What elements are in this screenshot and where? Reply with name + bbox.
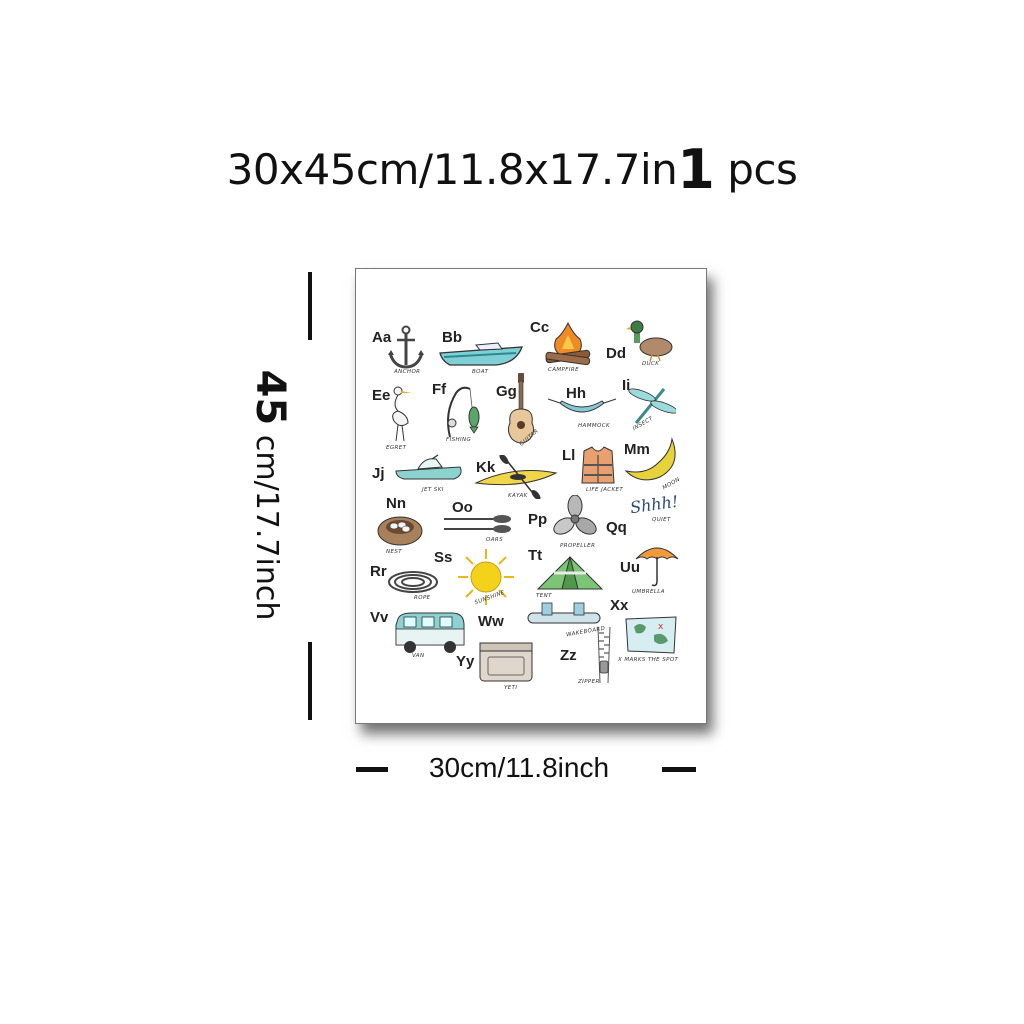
poster-letters: Ee — [372, 387, 391, 404]
moon-icon — [624, 437, 676, 481]
poster-letters: Ii — [622, 377, 631, 394]
width-marker-left — [356, 767, 388, 772]
poster-letters: Aa — [372, 329, 392, 346]
hammock-icon — [547, 398, 617, 413]
width-dimension-label: 30cm/11.8inch — [428, 752, 610, 783]
poster-word: LIFE JACKET — [586, 487, 624, 493]
poster-letters: Nn — [386, 495, 406, 512]
poster-letters: Hh — [566, 385, 586, 402]
duck-icon — [626, 320, 673, 361]
height-unit: cm/17.7inch — [249, 434, 284, 621]
poster-letters: Tt — [528, 547, 543, 564]
poster-word: JET SKI — [422, 487, 444, 493]
poster-letters: Cc — [530, 319, 550, 336]
poster-letters: Zz — [560, 647, 577, 664]
poster-word: EGRET — [386, 445, 407, 451]
poster-word: TENT — [536, 593, 552, 599]
poster-letters: Ww — [478, 613, 504, 630]
poster-word: OARS — [486, 537, 504, 543]
life-jacket-icon — [581, 446, 615, 484]
size-text: 30x45cm/11.8x17.7in — [226, 145, 678, 194]
alphabet-poster: Aa ANCHOR Bb BOAT Cc CAMPFIRE Dd DUCK Ee — [355, 268, 707, 724]
poster-word: YETI — [504, 685, 518, 691]
poster-word: X MARKS THE SPOT — [618, 657, 679, 663]
anchor-icon — [388, 325, 424, 369]
fishing-icon — [447, 386, 480, 438]
poster-letters: Pp — [528, 511, 548, 528]
poster-letters: Ll — [562, 447, 576, 464]
poster-word: VAN — [412, 653, 425, 659]
shhh-icon: Shhh! — [628, 491, 680, 518]
poster-word: ROPE — [414, 595, 431, 601]
poster-word: FISHING — [446, 437, 472, 443]
height-marker-bottom — [308, 642, 312, 720]
nest-icon — [377, 516, 423, 546]
poster-word: HAMMOCK — [578, 423, 610, 429]
svg-text:x: x — [658, 622, 664, 632]
height-number: 45 — [247, 369, 293, 426]
umbrella-icon — [635, 547, 679, 587]
product-size-title: 30x45cm/11.8x17.7in1 pcs — [0, 138, 1024, 201]
egret-icon — [392, 386, 412, 442]
sun-icon — [458, 549, 514, 605]
jet-ski-icon — [395, 454, 462, 480]
height-marker-top — [308, 272, 312, 340]
poster-letters: Gg — [496, 383, 517, 400]
poster-letters: Ss — [434, 549, 453, 566]
quantity-unit: pcs — [727, 145, 798, 194]
dragonfly-icon — [628, 388, 676, 424]
tent-icon — [536, 556, 604, 590]
poster-letters: Kk — [476, 459, 496, 476]
wakeboard-icon — [527, 602, 601, 624]
poster-letters: Vv — [370, 609, 389, 626]
poster-letters: Ff — [432, 381, 447, 398]
poster-word: BOAT — [472, 369, 489, 375]
poster-word: DUCK — [642, 361, 660, 367]
poster-word: KAYAK — [508, 493, 528, 499]
poster-word: ZIPPER — [578, 679, 600, 685]
poster-letters: Mm — [624, 441, 650, 458]
poster-letters: Xx — [610, 597, 629, 614]
cooler-icon — [479, 642, 533, 682]
poster-word: QUIET — [652, 517, 671, 523]
width-marker-right — [662, 767, 696, 772]
guitar-icon — [507, 373, 535, 444]
van-icon — [395, 612, 465, 653]
poster-letters: Qq — [606, 519, 627, 536]
poster-letters: Uu — [620, 559, 640, 576]
propeller-icon — [553, 495, 597, 535]
boat-icon — [439, 342, 523, 366]
poster-word: ANCHOR — [394, 369, 421, 375]
poster-word: UMBRELLA — [632, 589, 665, 595]
poster-word: PROPELLER — [560, 543, 596, 549]
campfire-icon — [545, 321, 591, 365]
poster-letters: Rr — [370, 563, 387, 580]
poster-letters: Yy — [456, 653, 475, 670]
oars-icon — [444, 515, 511, 533]
map-icon: x — [625, 616, 677, 654]
poster-letters: Jj — [372, 465, 385, 482]
poster-letters: Bb — [442, 329, 462, 346]
poster-letters: Oo — [452, 499, 473, 516]
rope-icon — [388, 571, 438, 593]
poster-word: CAMPFIRE — [548, 367, 579, 373]
kayak-icon — [474, 455, 558, 499]
poster-letters: Dd — [606, 345, 626, 362]
zipper-icon — [597, 626, 611, 684]
poster-word: NEST — [386, 549, 403, 555]
quantity-number: 1 — [677, 138, 715, 201]
